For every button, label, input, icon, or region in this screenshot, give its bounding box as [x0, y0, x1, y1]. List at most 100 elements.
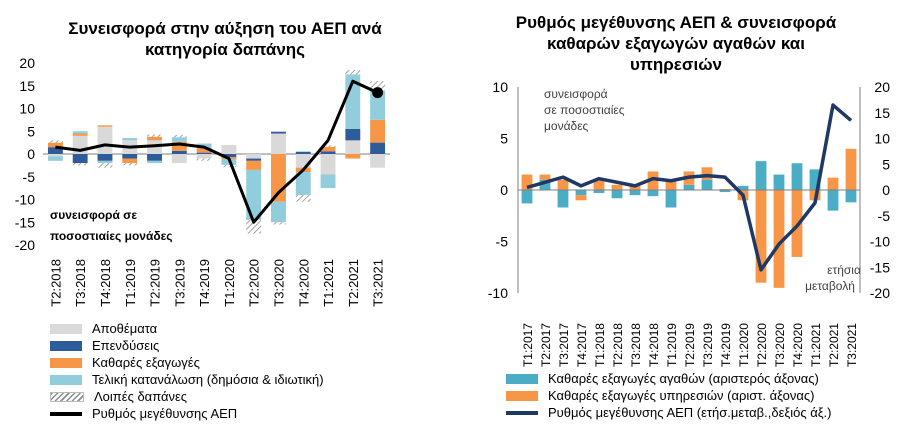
left-axis-note-line-3: μονάδες: [544, 119, 589, 133]
y-right-tick-label: 15: [874, 105, 890, 121]
bar-investment: [122, 154, 138, 159]
bar-net_exports: [246, 160, 262, 170]
x-tick-label: Τ1:2021: [321, 259, 336, 307]
legend-item-gdp-right: Ρυθμός μεγέθυνσης ΑΕΠ (ετήσ.μεταβ.,δεξιό…: [506, 404, 832, 421]
legend-label-gdp: Ρυθμός μεγέθυνσης ΑΕΠ: [92, 406, 238, 421]
bar-other: [122, 163, 138, 166]
y-tick-label: -15: [15, 214, 35, 230]
y-left-tick-label: 10: [492, 79, 508, 95]
legend-label-net-exports: Καθαρές εξαγωγές: [92, 355, 200, 370]
legend-label-consumption: Τελική κατανάλωση (δημόσια & ιδιωτική): [92, 372, 324, 387]
bar-consumption: [370, 90, 386, 120]
bar-other: [196, 158, 212, 161]
legend-swatch-other: [50, 391, 84, 402]
legend-item-gdp: Ρυθμός μεγέθυνσης ΑΕΠ: [50, 405, 324, 422]
annotation-line-2: ποσοστιαίες μονάδες: [50, 229, 173, 243]
legend-item-other: Λοιπές δαπάνες: [50, 388, 324, 405]
legend-label-investment: Επενδύσεις: [92, 338, 160, 353]
bar-inventories: [171, 154, 187, 164]
bar-inventories: [196, 154, 212, 159]
bar-services: [701, 167, 713, 180]
x-tick-label: Τ4:2020: [791, 323, 805, 367]
y-right-tick-label: -20: [870, 285, 890, 301]
y-left-tick-label: 5: [500, 131, 508, 147]
bar-investment: [320, 151, 336, 154]
x-tick-label: Τ3:2018: [629, 323, 643, 367]
right-title-line-3: υπηρεσιών: [629, 55, 723, 74]
y-right-tick-label: 0: [882, 182, 890, 198]
bar-inventories: [370, 154, 386, 168]
right-title-line-2: καθαρών εξαγωγών αγαθών και: [547, 34, 805, 53]
legend-swatch-investment: [50, 340, 82, 351]
left-legend: Αποθέματα Επενδύσεις Καθαρές εξαγωγές Τε…: [50, 320, 324, 422]
x-tick-label: Τ3:2020: [773, 323, 787, 367]
bar-consumption: [97, 160, 113, 164]
bar-other: [320, 145, 336, 147]
x-tick-label: Τ3:2019: [172, 259, 187, 307]
bar-investment: [72, 154, 88, 164]
chart-panel-right: Ρυθμός μεγέθυνσης ΑΕΠ & συνεισφορά καθαρ…: [452, 0, 900, 433]
legend-label-services: Καθαρές εξαγωγές υπηρεσιών (αριστ. άξονα…: [548, 388, 815, 403]
bar-consumption: [72, 131, 88, 134]
bar-inventories: [246, 154, 262, 159]
bar-consumption: [271, 201, 286, 223]
x-tick-label: Τ4:2019: [197, 259, 212, 307]
bar-goods: [593, 190, 605, 194]
left-title-line-1: Συνεισφορά στην αύξηση του ΑΕΠ ανά: [68, 19, 382, 38]
bar-goods: [557, 190, 569, 208]
x-tick-label: Τ2:2020: [755, 323, 769, 367]
x-tick-label: Τ1:2020: [737, 323, 751, 367]
x-tick-label: Τ2:2021: [346, 259, 361, 307]
x-tick-label: Τ2:2021: [827, 323, 841, 367]
y-left-tick-label: 0: [500, 182, 508, 198]
legend-label-gdp-right: Ρυθμός μεγέθυνσης ΑΕΠ (ετήσ.μεταβ.,δεξιό…: [548, 405, 832, 420]
x-tick-label: Τ1:2020: [222, 259, 237, 307]
bar-other: [370, 81, 386, 91]
bar-goods: [809, 169, 821, 190]
bar-goods: [845, 190, 857, 203]
bar-goods: [611, 190, 623, 199]
left-axis-note-line-2: σε ποσοστιαίες: [544, 103, 625, 117]
y-tick-label: -10: [15, 192, 35, 208]
bar-inventories: [345, 140, 361, 154]
right-axis-note-line-1: ετήσια: [827, 263, 861, 277]
bar-goods: [665, 190, 677, 208]
y-tick-label: 0: [27, 146, 35, 162]
x-tick-label: Τ4:2018: [647, 323, 661, 367]
bar-net_exports: [122, 158, 138, 164]
bar-inventories: [47, 154, 63, 157]
y-right-tick-label: -15: [870, 259, 890, 275]
x-tick-label: Τ2:2020: [247, 259, 262, 307]
y-right-tick-label: 20: [874, 79, 890, 95]
x-tick-label: Τ1:2019: [123, 259, 138, 307]
y-left-tick-label: -5: [496, 234, 509, 250]
gdp-line: [526, 103, 853, 272]
legend-item-net-exports: Καθαρές εξαγωγές: [50, 354, 324, 371]
x-tick-label: Τ3:2021: [845, 323, 859, 367]
bar-consumption: [171, 137, 187, 142]
bar-investment: [171, 150, 187, 154]
bar-consumption: [246, 169, 262, 220]
x-tick-label: Τ1:2018: [593, 323, 607, 367]
x-tick-label: Τ3:2018: [73, 259, 88, 307]
bar-other: [271, 222, 286, 225]
gdp-line: [55, 79, 379, 224]
right-title-line-1: Ρυθμός μεγέθυνσης ΑΕΠ & συνεισφορά: [515, 13, 837, 32]
chart-panel-left: Συνεισφορά στην αύξηση του ΑΕΠ ανά κατηγ…: [15, 19, 390, 422]
legend-item-goods: Καθαρές εξαγωγές αγαθών (αριστερός άξονα…: [506, 370, 832, 387]
y-tick-label: 15: [19, 78, 35, 94]
bar-services: [521, 174, 533, 190]
legend-item-inventories: Αποθέματα: [50, 320, 324, 337]
bar-net_exports: [320, 146, 336, 152]
y-tick-label: 5: [27, 123, 35, 139]
left-axis-note-line-1: συνεισφορά: [544, 87, 608, 101]
gdp-endpoint-marker: [372, 87, 384, 99]
bar-goods: [773, 174, 785, 190]
bar-investment: [47, 147, 63, 154]
bar-goods: [539, 179, 551, 190]
bar-goods: [575, 190, 587, 196]
bar-inventories: [271, 133, 286, 154]
bar-services: [665, 179, 677, 190]
bar-services: [845, 148, 857, 190]
left-title-line-2: κατηγορία δαπάνης: [144, 40, 306, 59]
